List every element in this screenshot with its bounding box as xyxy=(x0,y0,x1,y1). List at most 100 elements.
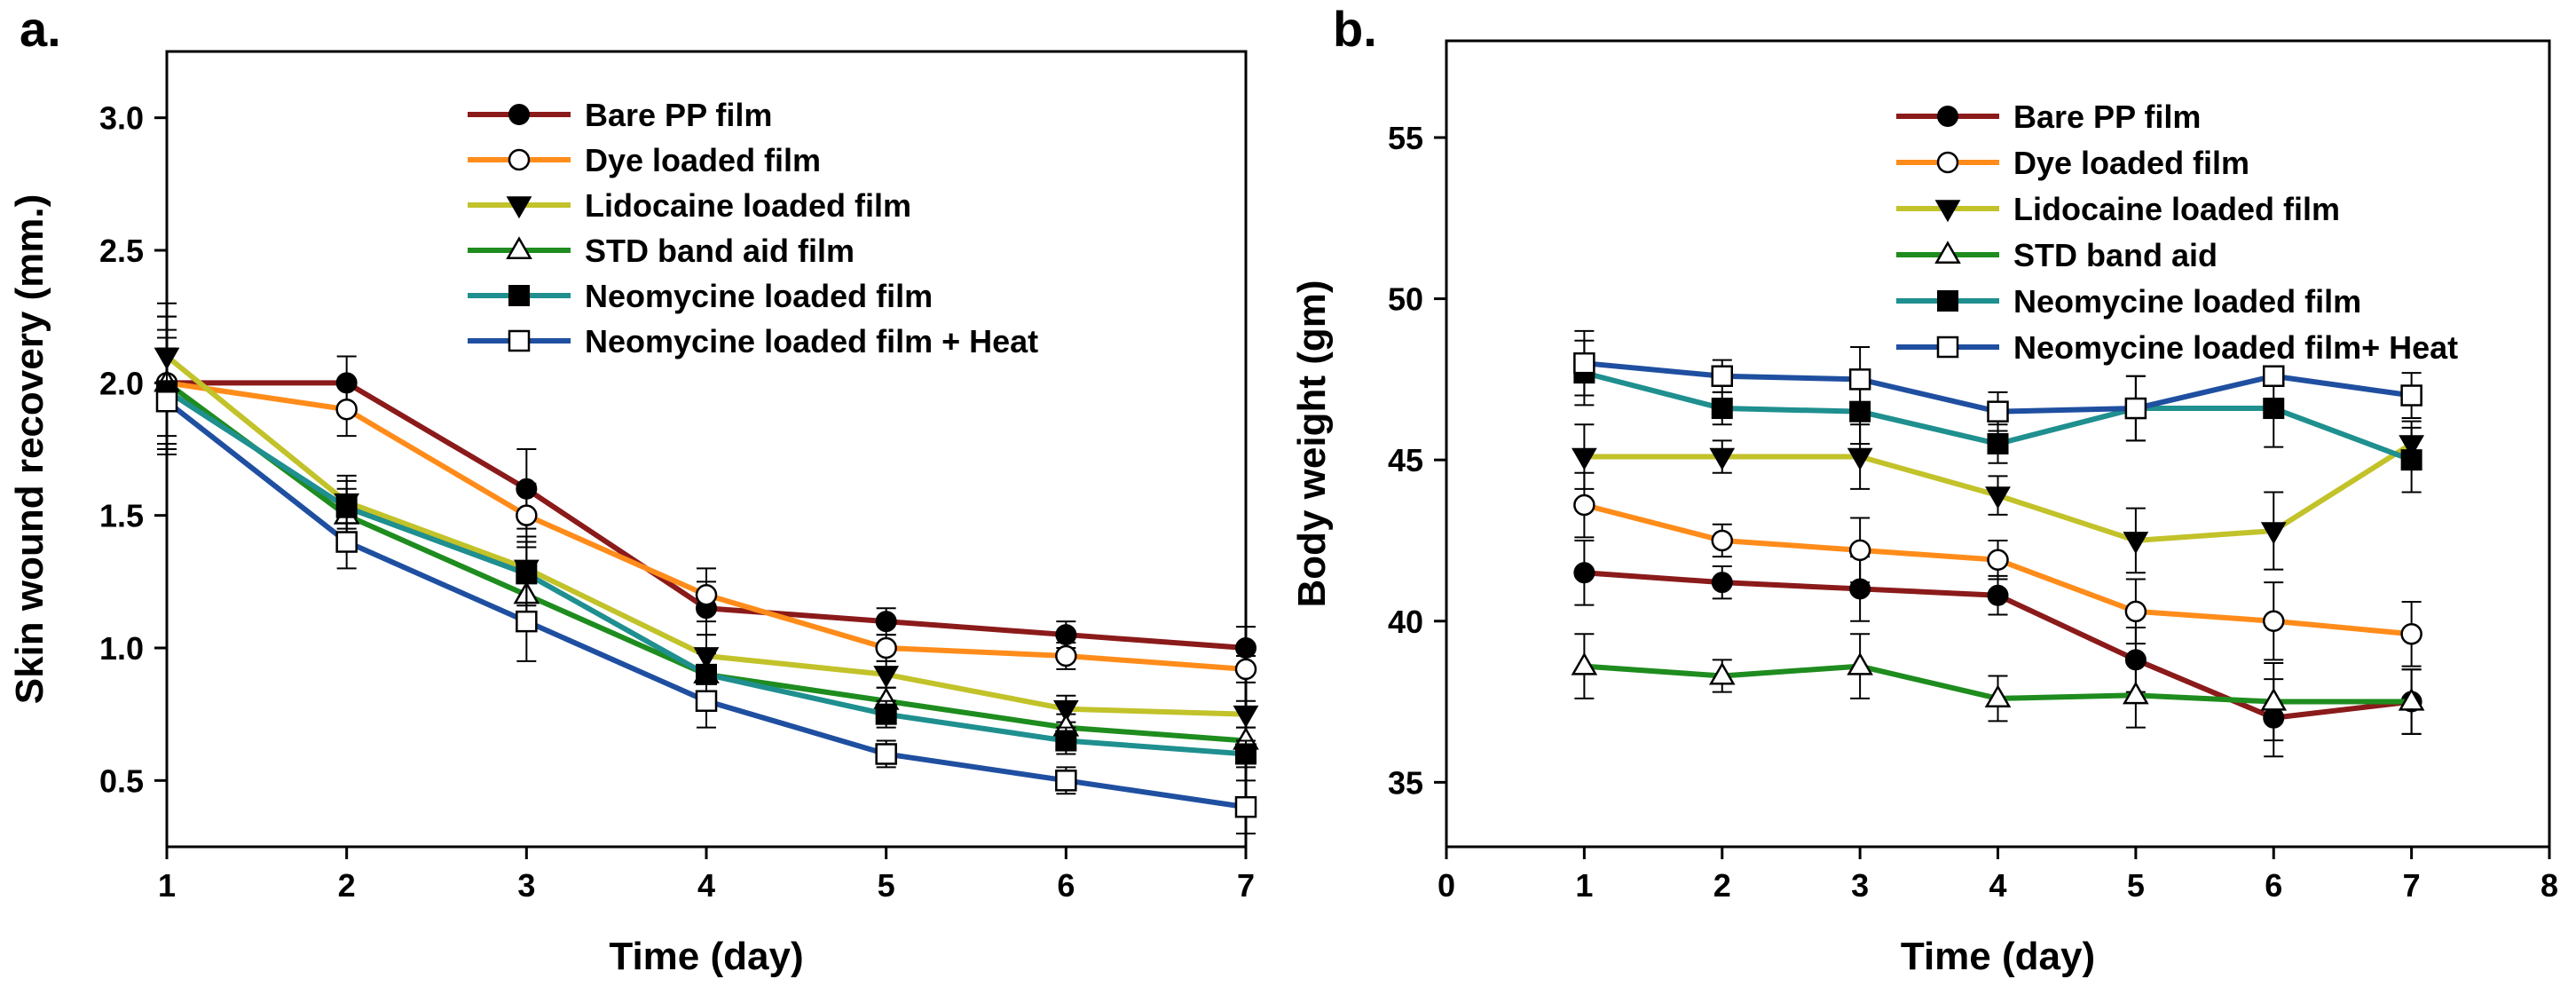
data-point xyxy=(875,743,897,765)
x-tick-label: 7 xyxy=(1237,867,1255,904)
x-tick-label: 7 xyxy=(2403,867,2421,904)
data-point xyxy=(516,563,538,585)
x-tick-label: 1 xyxy=(1575,867,1593,904)
data-point xyxy=(1711,398,1733,420)
legend-item: Neomycine loaded film xyxy=(468,278,933,314)
y-tick-label: 2.5 xyxy=(99,233,144,269)
x-tick-label: 4 xyxy=(1989,867,2006,904)
legend-label: Dye loaded film xyxy=(585,142,821,178)
y-tick-label: 3.0 xyxy=(99,100,144,137)
data-point xyxy=(875,703,897,725)
data-point xyxy=(2260,522,2287,545)
chart-panel-a: a. 1 2 3 4 5 6 7 0.5 1.0 1.5 2.0 2.5 3.0 Time (day) Ski… xyxy=(8,1,1259,978)
data-point xyxy=(1987,584,2009,606)
x-tick-label: 4 xyxy=(697,867,715,904)
data-point xyxy=(2400,449,2422,471)
legend-marker xyxy=(506,236,532,260)
data-point xyxy=(1233,705,1259,728)
data-point xyxy=(1987,549,2009,572)
y-tick-label: 40 xyxy=(1388,604,1423,640)
panel-label: b. xyxy=(1333,1,1377,57)
data-point xyxy=(155,390,178,413)
x-tick-label: 6 xyxy=(2265,867,2282,904)
data-point xyxy=(1571,652,1598,675)
data-point xyxy=(2263,365,2285,387)
data-point xyxy=(2123,532,2149,555)
data-point xyxy=(1571,447,1597,470)
data-point xyxy=(1711,365,1733,387)
legend-marker xyxy=(508,285,530,306)
y-axis-title: Skin wound recovery (mm.) xyxy=(8,194,51,705)
series-dye-loaded-film xyxy=(1573,471,2422,667)
y-tick-label: 2.0 xyxy=(99,365,144,401)
y-tick-label: 55 xyxy=(1388,120,1423,156)
data-point xyxy=(1847,652,1873,675)
data-point xyxy=(1987,433,2009,454)
data-point xyxy=(1985,486,2011,509)
legend-label: Neomycine loaded film xyxy=(585,278,933,314)
legend-label: Neomycine loaded film xyxy=(2013,283,2361,320)
series-neomycine-loaded-film-heat xyxy=(1573,329,2422,442)
legend-marker xyxy=(506,196,532,219)
legend-label: Bare PP film xyxy=(585,97,772,133)
legend-marker xyxy=(1937,290,1958,312)
x-tick-label: 6 xyxy=(1057,867,1075,904)
legend-item: Lidocaine loaded film xyxy=(468,187,911,224)
legend-label: Neomycine loaded film + Heat xyxy=(585,323,1038,359)
legend: Bare PP film Dye loaded film Lidocaine loa… xyxy=(1896,99,2458,366)
data-point xyxy=(1055,624,1077,646)
data-point xyxy=(695,690,718,712)
data-point xyxy=(1848,539,1871,562)
data-point xyxy=(1234,795,1257,818)
legend-label: Lidocaine loaded film xyxy=(585,187,911,224)
data-point xyxy=(335,531,358,553)
x-tick-label: 8 xyxy=(2541,867,2558,904)
legend-marker xyxy=(1934,200,1961,223)
legend-marker xyxy=(508,148,531,171)
data-point xyxy=(516,610,538,633)
y-tick-label: 35 xyxy=(1388,764,1423,801)
legend-item: Neomycine loaded film + Heat xyxy=(468,323,1038,359)
data-point xyxy=(1847,447,1873,470)
data-point xyxy=(2400,623,2422,645)
legend-label: Lidocaine loaded film xyxy=(2013,191,2340,227)
x-tick-label: 5 xyxy=(878,867,895,904)
legend-item: Neomycine loaded film+ Heat xyxy=(1896,329,2458,366)
legend-item: STD band aid xyxy=(1896,237,2218,273)
x-tick-label: 2 xyxy=(338,867,356,904)
data-point xyxy=(875,611,897,633)
data-point xyxy=(1711,572,1733,594)
data-point xyxy=(1987,400,2009,423)
data-point xyxy=(1055,730,1077,752)
legend-item: Dye loaded film xyxy=(468,142,821,178)
data-point xyxy=(875,636,897,659)
y-axis-title: Body weight (gm) xyxy=(1290,280,1334,607)
data-point xyxy=(1235,743,1256,765)
y-tick-label: 0.5 xyxy=(99,762,144,799)
legend-marker xyxy=(1936,336,1959,359)
data-point xyxy=(2260,687,2288,711)
legend-item: STD band aid film xyxy=(468,233,855,269)
legend-item: Neomycine loaded film xyxy=(1896,283,2361,320)
legend-label: Bare PP film xyxy=(2013,99,2201,135)
legend-label: STD band aid xyxy=(2013,237,2218,273)
data-point xyxy=(2398,687,2425,711)
data-point xyxy=(335,496,358,518)
x-tick-label: 3 xyxy=(517,867,535,904)
data-point xyxy=(1055,644,1077,667)
data-point xyxy=(2123,681,2149,705)
data-point xyxy=(1848,368,1871,391)
legend-marker xyxy=(1934,241,1961,265)
data-point xyxy=(1234,658,1257,681)
series-neomycine-loaded-film-heat xyxy=(155,347,1257,835)
x-axis-title: Time (day) xyxy=(1901,935,2095,978)
data-point xyxy=(1055,770,1077,792)
legend-item: Bare PP film xyxy=(1896,99,2201,135)
legend-item: Bare PP film xyxy=(468,97,772,133)
legend-marker xyxy=(1937,106,1958,127)
x-tick-label: 0 xyxy=(1438,867,1455,904)
legend-label: Dye loaded film xyxy=(2013,145,2249,181)
legend-item: Lidocaine loaded film xyxy=(1896,191,2340,227)
